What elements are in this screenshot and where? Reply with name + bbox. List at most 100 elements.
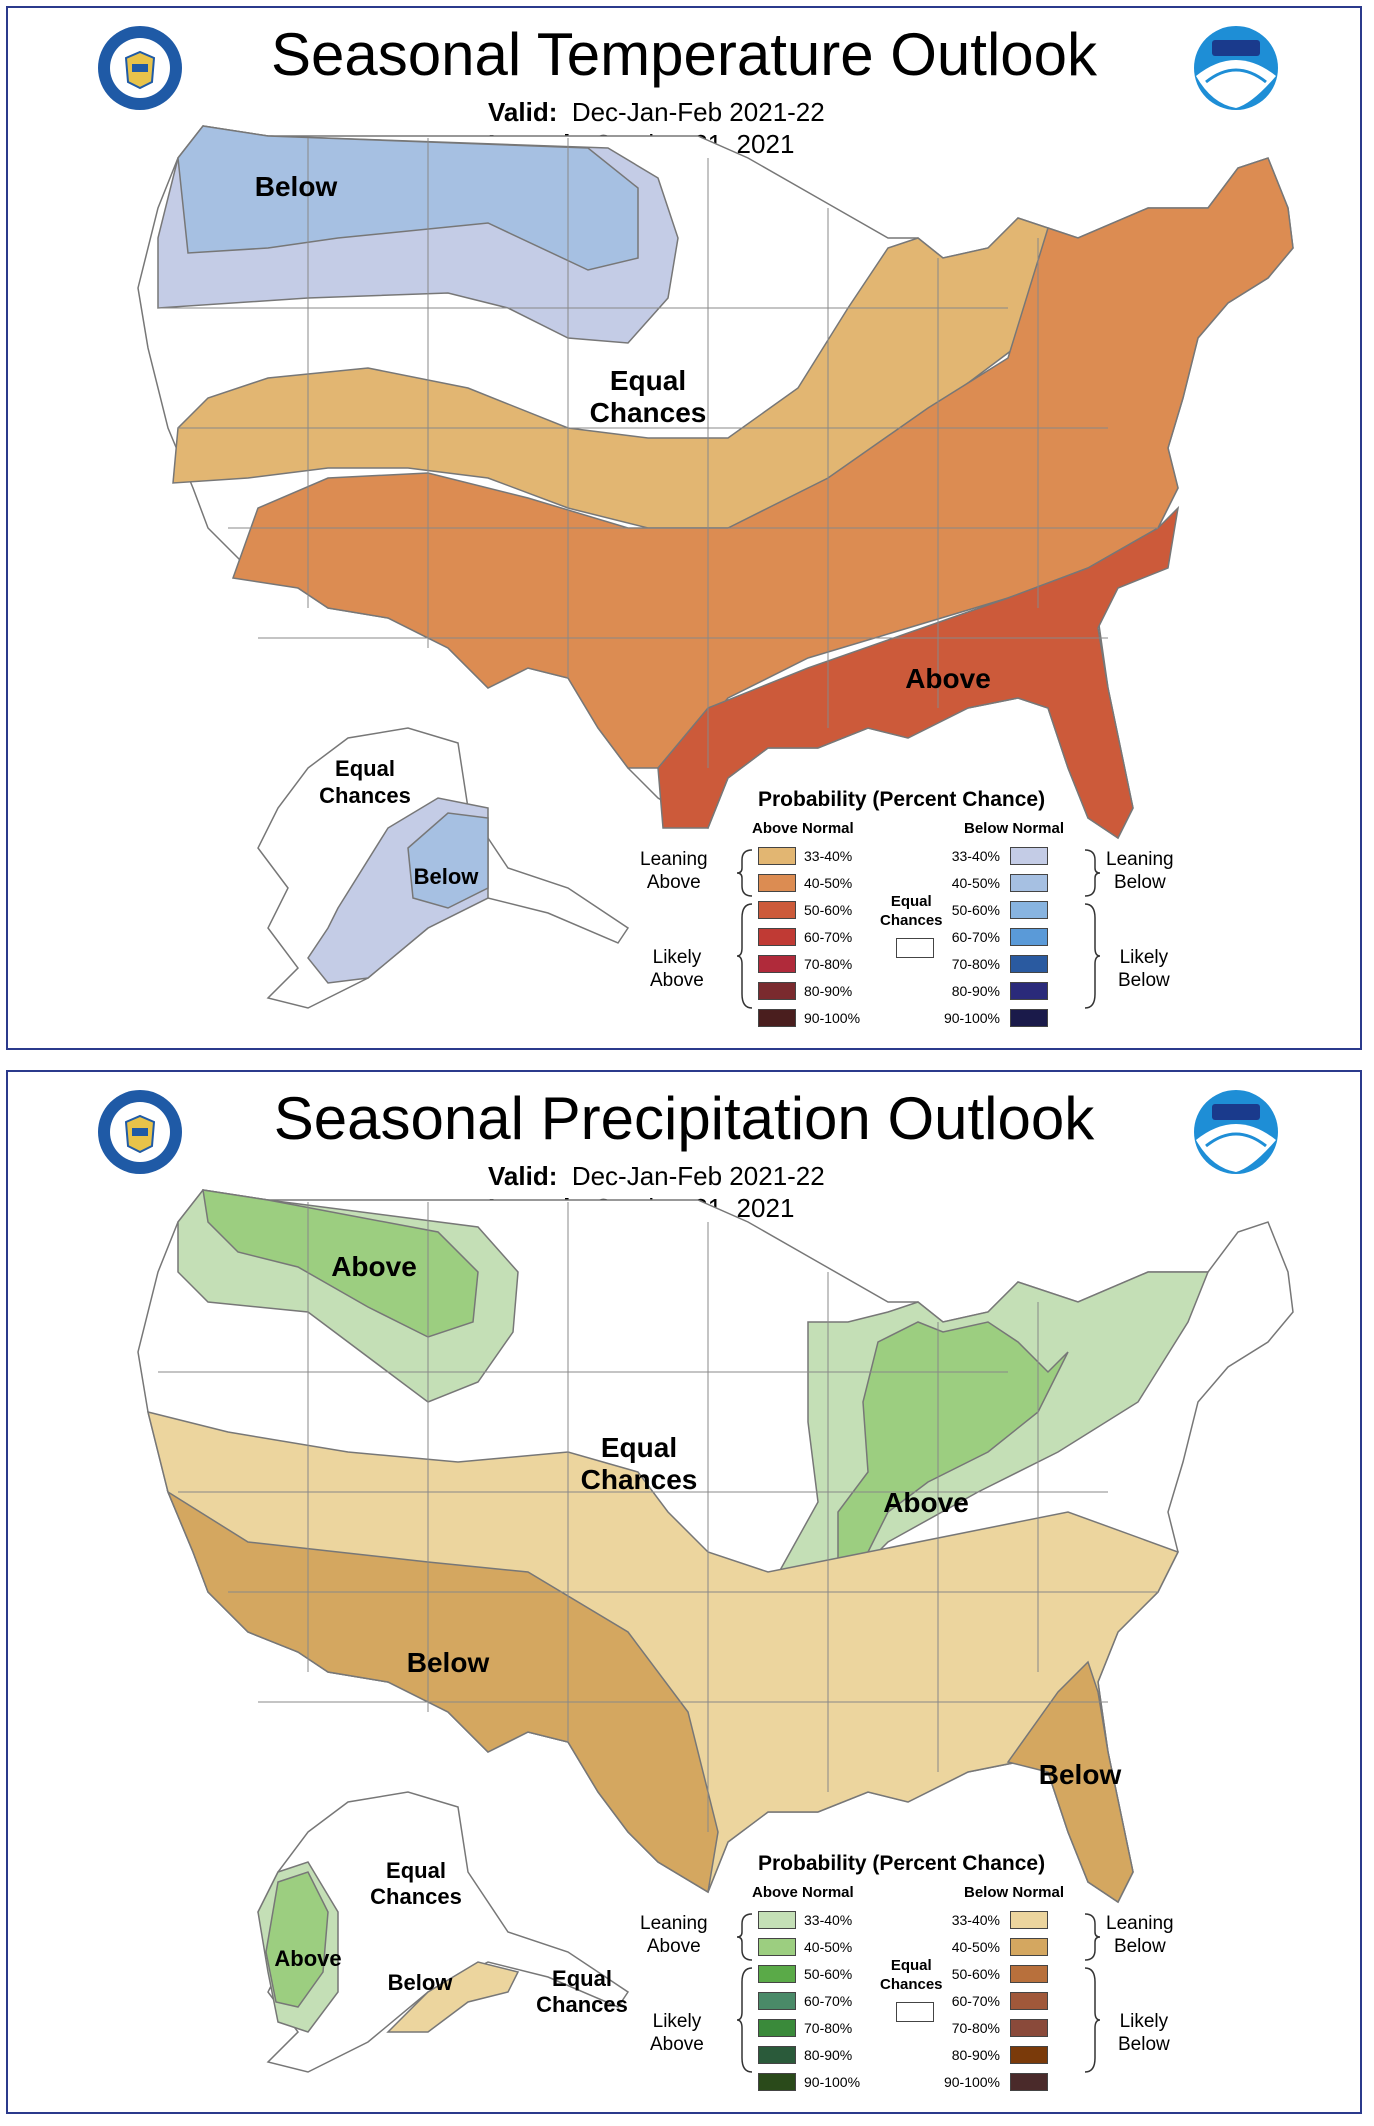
legend-swatch	[758, 1911, 796, 1929]
legend-likely-below: Likely Below	[1118, 2011, 1170, 2055]
map-label-above-nw: Above	[331, 1251, 417, 1282]
legend-row-right: 50-60%	[938, 1964, 1048, 1984]
probability-legend: Probability (Percent Chance) Above Norma…	[628, 788, 1188, 1048]
legend-swatch	[758, 1992, 796, 2010]
legend-row-right: 40-50%	[938, 873, 1048, 893]
legend-title: Probability (Percent Chance)	[758, 1852, 1046, 1875]
map-label-below: Below	[255, 171, 338, 202]
above-5060-region	[657, 505, 1180, 840]
legend-swatch	[758, 874, 796, 892]
alaska-below-4050	[407, 812, 489, 909]
legend-row-left: 70-80%	[758, 954, 866, 974]
right-braces	[1084, 1913, 1101, 2073]
legend-swatch	[1010, 847, 1048, 865]
page-title: Seasonal Precipitation Outlook	[273, 1085, 1095, 1152]
legend-percent: 70-80%	[804, 2020, 853, 2036]
legend-row-left: 60-70%	[758, 1991, 866, 2011]
map-label-above: Above	[905, 663, 991, 694]
legend-percent: 70-80%	[951, 956, 1000, 972]
legend-leaning-below: Leaning Below	[1106, 1913, 1174, 1957]
legend-row-right: 60-70%	[938, 927, 1048, 947]
legend-row-left: 40-50%	[758, 873, 866, 893]
legend-equal-chances-swatch	[896, 2002, 934, 2022]
legend-row-left: 90-100%	[758, 1008, 866, 1028]
legend-row-left: 33-40%	[758, 846, 866, 866]
legend-row-left: 50-60%	[758, 1964, 866, 1984]
legend-swatch	[1010, 1938, 1048, 1956]
legend-percent: 90-100%	[943, 1010, 1000, 1026]
department-of-commerce-seal-icon	[98, 26, 182, 110]
legend-swatch	[1010, 901, 1048, 919]
legend-percent: 40-50%	[951, 875, 1000, 891]
alaska-label-below: Below	[388, 1970, 454, 1995]
legend-swatch	[758, 928, 796, 946]
noaa-logo-icon	[1194, 1090, 1278, 1174]
legend-percent: 33-40%	[951, 1912, 1000, 1928]
alaska-label-chances: Chances	[319, 783, 411, 808]
legend-row-left: 60-70%	[758, 927, 866, 947]
right-braces	[1084, 849, 1101, 1009]
legend-leaning-above: Leaning Above	[640, 849, 708, 893]
legend-swatch	[1010, 2019, 1048, 2037]
legend-swatch	[1010, 982, 1048, 1000]
alaska-label-below: Below	[414, 864, 480, 889]
legend-likely-above: Likely Above	[650, 2011, 704, 2055]
alaska-label-equal-2: Equal	[552, 1966, 612, 1991]
legend-swatch	[758, 2073, 796, 2091]
legend-leaning-above: Leaning Above	[640, 1913, 708, 1957]
legend-percent: 90-100%	[804, 1010, 861, 1026]
map-label-above-ov: Above	[883, 1487, 969, 1518]
legend-below-normal-head: Below Normal	[964, 820, 1065, 837]
legend-percent: 33-40%	[804, 848, 853, 864]
map-label-below-sw: Below	[407, 1647, 490, 1678]
alaska-above-4050	[265, 1871, 329, 2008]
legend-percent: 80-90%	[951, 983, 1000, 999]
legend-percent: 80-90%	[804, 2047, 853, 2063]
legend-row-left: 40-50%	[758, 1937, 866, 1957]
legend-row-right: 80-90%	[938, 2045, 1048, 2065]
legend-swatch	[1010, 928, 1048, 946]
below-4050-se	[1006, 1660, 1134, 1904]
legend-row-left: 33-40%	[758, 1910, 866, 1930]
valid-label: Valid:	[488, 1161, 558, 1191]
legend-percent: 60-70%	[804, 929, 853, 945]
legend-row-right: 70-80%	[938, 954, 1048, 974]
legend-swatch	[1010, 1965, 1048, 1983]
legend-percent: 80-90%	[804, 983, 853, 999]
alaska-label-chances: Chances	[370, 1884, 462, 1909]
temperature-map: Below Equal Chances Above Equal Chances …	[137, 125, 1294, 1009]
legend-row-right: 50-60%	[938, 900, 1048, 920]
legend-above-normal-head: Above Normal	[752, 820, 854, 837]
below-4050-region	[177, 125, 639, 271]
legend-percent: 40-50%	[804, 1939, 853, 1955]
left-braces	[736, 1913, 753, 2073]
legend-row-left: 70-80%	[758, 2018, 866, 2038]
valid-value: Dec-Jan-Feb 2021-22	[571, 97, 825, 127]
legend-swatch	[1010, 2046, 1048, 2064]
legend-leaning-below: Leaning Below	[1106, 849, 1174, 893]
legend-swatch	[1010, 955, 1048, 973]
legend-percent: 40-50%	[804, 875, 853, 891]
legend-likely-below: Likely Below	[1118, 947, 1170, 991]
map-label-equal: Equal	[601, 1432, 677, 1463]
legend-row-left: 80-90%	[758, 2045, 866, 2065]
legend-row-right: 80-90%	[938, 981, 1048, 1001]
legend-above-normal-head: Above Normal	[752, 1884, 854, 1901]
legend-row-right: 70-80%	[938, 2018, 1048, 2038]
legend-below-normal-head: Below Normal	[964, 1884, 1065, 1901]
legend-row-right: 33-40%	[938, 1910, 1048, 1930]
legend-percent: 33-40%	[951, 848, 1000, 864]
legend-swatch	[758, 2046, 796, 2064]
legend-swatch	[758, 982, 796, 1000]
legend-equal-chances-swatch	[896, 938, 934, 958]
precipitation-map: Above Equal Chances Above Below Below Eq…	[137, 1189, 1294, 2073]
probability-legend: Probability (Percent Chance) Above Norma…	[628, 1852, 1188, 2112]
legend-swatch	[758, 955, 796, 973]
map-label-equal: Equal	[610, 365, 686, 396]
legend-swatch	[1010, 1992, 1048, 2010]
precipitation-outlook-panel: Seasonal Precipitation Outlook Valid: De…	[6, 1070, 1362, 2114]
page-title: Seasonal Temperature Outlook	[270, 21, 1098, 88]
legend-percent: 33-40%	[804, 1912, 853, 1928]
legend-percent: 70-80%	[804, 956, 853, 972]
map-label-chances: Chances	[590, 397, 707, 428]
